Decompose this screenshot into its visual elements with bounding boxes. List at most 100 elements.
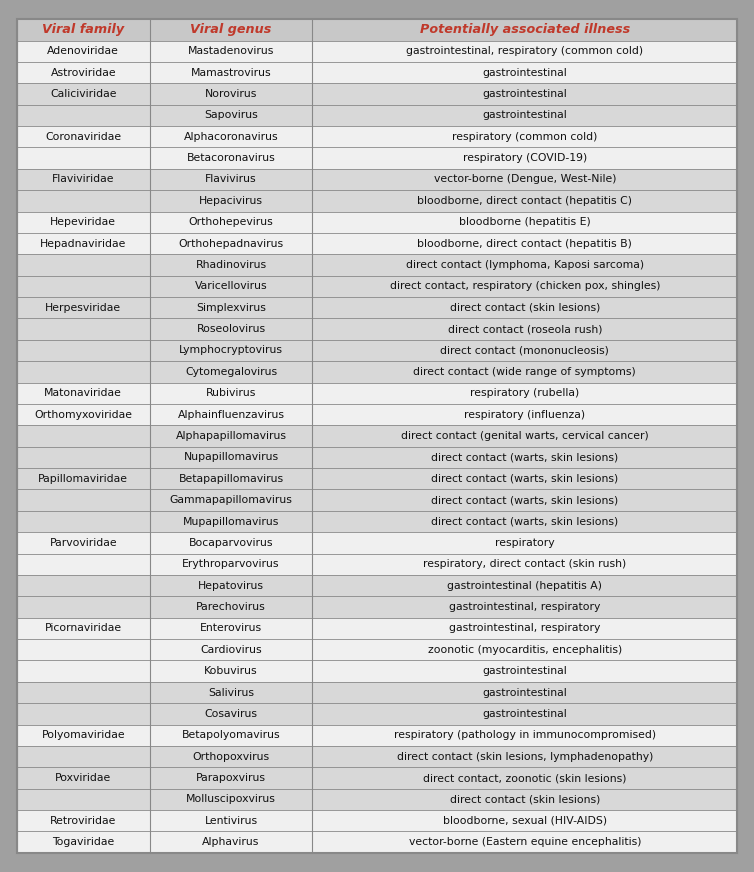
- Text: respiratory: respiratory: [495, 538, 555, 548]
- Text: Betacoronavirus: Betacoronavirus: [187, 153, 275, 163]
- Bar: [17, 426, 150, 446]
- Bar: [312, 426, 737, 446]
- Text: Rhadinovirus: Rhadinovirus: [195, 260, 267, 270]
- Bar: [150, 831, 312, 853]
- Bar: [17, 361, 150, 383]
- Text: Lentivirus: Lentivirus: [204, 815, 258, 826]
- Bar: [150, 660, 312, 682]
- Text: Kobuvirus: Kobuvirus: [204, 666, 258, 676]
- Bar: [17, 489, 150, 511]
- Text: Roseolovirus: Roseolovirus: [197, 324, 265, 334]
- Text: Hepatovirus: Hepatovirus: [198, 581, 264, 590]
- Bar: [17, 255, 150, 276]
- Text: Hepeviridae: Hepeviridae: [51, 217, 116, 228]
- Bar: [17, 617, 150, 639]
- Bar: [312, 746, 737, 767]
- Text: bloodborne (hepatitis E): bloodborne (hepatitis E): [459, 217, 590, 228]
- Bar: [17, 788, 150, 810]
- Bar: [17, 446, 150, 468]
- Text: Flaviviridae: Flaviviridae: [52, 174, 115, 185]
- Bar: [312, 511, 737, 532]
- Text: Alphainfluenzavirus: Alphainfluenzavirus: [177, 410, 284, 419]
- Text: zoonotic (myocarditis, encephalitis): zoonotic (myocarditis, encephalitis): [428, 644, 622, 655]
- Text: Caliciviridae: Caliciviridae: [50, 89, 117, 99]
- Bar: [17, 575, 150, 596]
- Bar: [150, 810, 312, 831]
- Text: direct contact (skin lesions, lymphadenopathy): direct contact (skin lesions, lymphadeno…: [397, 752, 653, 761]
- Text: Cytomegalovirus: Cytomegalovirus: [185, 367, 277, 377]
- Text: respiratory (rubella): respiratory (rubella): [470, 388, 579, 399]
- Text: bloodborne, direct contact (hepatitis C): bloodborne, direct contact (hepatitis C): [417, 196, 633, 206]
- Text: Adenoviridae: Adenoviridae: [48, 46, 119, 57]
- Text: direct contact (warts, skin lesions): direct contact (warts, skin lesions): [431, 473, 618, 484]
- Bar: [17, 639, 150, 660]
- Text: gastrointestinal: gastrointestinal: [483, 687, 567, 698]
- Text: vector-borne (Eastern equine encephalitis): vector-borne (Eastern equine encephaliti…: [409, 837, 641, 847]
- Bar: [312, 639, 737, 660]
- Bar: [150, 276, 312, 297]
- Bar: [150, 297, 312, 318]
- Text: direct contact, respiratory (chicken pox, shingles): direct contact, respiratory (chicken pox…: [390, 282, 660, 291]
- Bar: [150, 426, 312, 446]
- Bar: [312, 468, 737, 489]
- Bar: [312, 361, 737, 383]
- Bar: [312, 575, 737, 596]
- Text: Matonaviridae: Matonaviridae: [44, 388, 122, 399]
- Bar: [312, 276, 737, 297]
- Text: Polyomaviridae: Polyomaviridae: [41, 730, 125, 740]
- Text: Mastadenovirus: Mastadenovirus: [188, 46, 274, 57]
- Bar: [312, 810, 737, 831]
- Bar: [312, 340, 737, 361]
- Bar: [17, 468, 150, 489]
- Bar: [150, 489, 312, 511]
- Text: Potentially associated illness: Potentially associated illness: [420, 24, 630, 37]
- Bar: [150, 318, 312, 340]
- Text: Picornaviridae: Picornaviridae: [44, 623, 122, 633]
- Text: Nupapillomavirus: Nupapillomavirus: [183, 453, 278, 462]
- Text: direct contact (skin lesions): direct contact (skin lesions): [449, 794, 600, 804]
- Bar: [17, 147, 150, 169]
- Text: gastrointestinal: gastrointestinal: [483, 89, 567, 99]
- Bar: [17, 596, 150, 617]
- Text: bloodborne, direct contact (hepatitis B): bloodborne, direct contact (hepatitis B): [417, 239, 632, 249]
- Bar: [150, 126, 312, 147]
- Bar: [312, 660, 737, 682]
- Bar: [312, 190, 737, 212]
- Bar: [312, 596, 737, 617]
- Text: Orthomyxoviridae: Orthomyxoviridae: [34, 410, 132, 419]
- Text: direct contact (mononucleosis): direct contact (mononucleosis): [440, 345, 609, 356]
- Text: Orthohepadnavirus: Orthohepadnavirus: [179, 239, 284, 249]
- Text: Cosavirus: Cosavirus: [204, 709, 258, 719]
- Bar: [312, 169, 737, 190]
- Text: Flavivirus: Flavivirus: [205, 174, 257, 185]
- Text: direct contact (lymphoma, Kaposi sarcoma): direct contact (lymphoma, Kaposi sarcoma…: [406, 260, 644, 270]
- Bar: [150, 532, 312, 554]
- Bar: [17, 19, 150, 41]
- Bar: [150, 41, 312, 62]
- Text: Hepacivirus: Hepacivirus: [199, 196, 263, 206]
- Bar: [150, 255, 312, 276]
- Bar: [312, 105, 737, 126]
- Bar: [150, 596, 312, 617]
- Bar: [312, 831, 737, 853]
- Bar: [17, 276, 150, 297]
- Text: Gammapapillomavirus: Gammapapillomavirus: [170, 495, 293, 505]
- Text: Alphavirus: Alphavirus: [202, 837, 259, 847]
- Bar: [17, 62, 150, 84]
- Text: Varicellovirus: Varicellovirus: [195, 282, 268, 291]
- Bar: [150, 105, 312, 126]
- Text: Orthohepevirus: Orthohepevirus: [188, 217, 274, 228]
- Bar: [150, 746, 312, 767]
- Text: gastrointestinal, respiratory (common cold): gastrointestinal, respiratory (common co…: [406, 46, 643, 57]
- Bar: [312, 682, 737, 703]
- Text: gastrointestinal: gastrointestinal: [483, 666, 567, 676]
- Text: bloodborne, sexual (HIV-AIDS): bloodborne, sexual (HIV-AIDS): [443, 815, 607, 826]
- Bar: [312, 788, 737, 810]
- Bar: [312, 147, 737, 169]
- Text: Papillomaviridae: Papillomaviridae: [38, 473, 128, 484]
- Bar: [312, 383, 737, 404]
- Bar: [17, 383, 150, 404]
- Bar: [150, 84, 312, 105]
- Bar: [17, 84, 150, 105]
- Text: Betapapillomavirus: Betapapillomavirus: [179, 473, 284, 484]
